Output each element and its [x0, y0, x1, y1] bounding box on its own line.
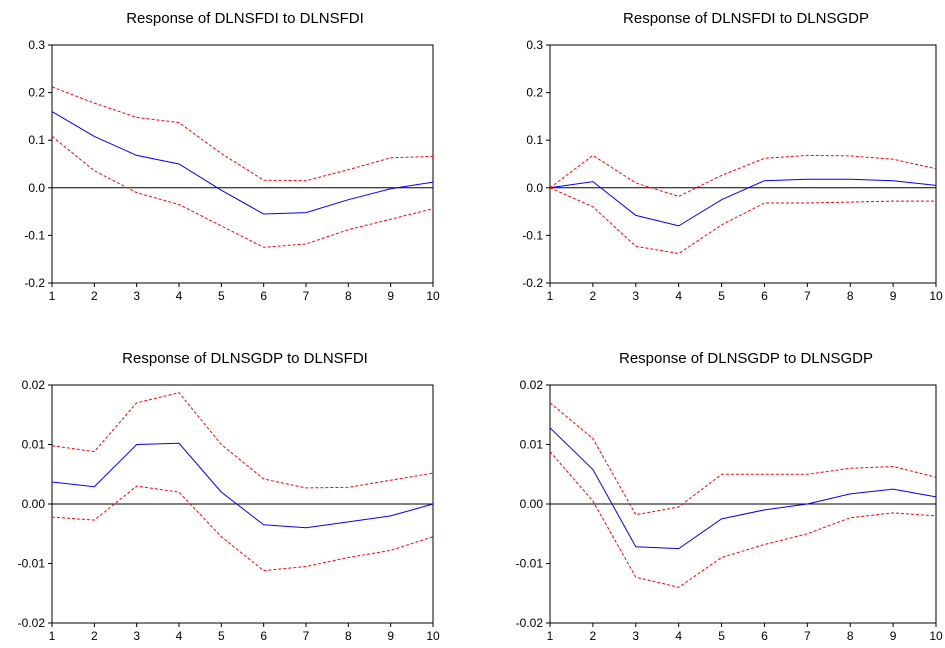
chart-1: Response of DLNSFDI to DLNSGDP 0.3 0.2 0.1 0… [522, 10, 943, 303]
chart-1-xtick-label: 10 [929, 289, 943, 303]
chart-3-series-response [549, 427, 937, 550]
chart-0-xtick-label: 5 [218, 289, 225, 303]
chart-3-ytick-label: 0.00 [520, 497, 544, 511]
chart-1-ytick-label: 0.2 [526, 86, 543, 100]
chart-0-series-response [51, 111, 434, 215]
chart-1-title: Response of DLNSFDI to DLNSGDP [623, 10, 869, 27]
chart-3-xtick-label: 10 [929, 629, 943, 643]
chart-1-series-upper [549, 154, 937, 197]
chart-0-ytick-label: 0.1 [28, 133, 45, 147]
chart-0-xtick-label: 7 [303, 289, 310, 303]
chart-0-series-upper [51, 86, 434, 182]
chart-2-xtick-label: 8 [345, 629, 352, 643]
chart-1-ytick-label: 0.3 [526, 38, 543, 52]
chart-2-title: Response of DLNSGDP to DLNSFDI [122, 350, 368, 367]
chart-0-series-lower [51, 136, 434, 248]
chart-1-xtick-label: 9 [890, 289, 897, 303]
chart-2-xtick-label: 10 [426, 629, 440, 643]
chart-1-xtick-label: 7 [804, 289, 811, 303]
chart-3: Response of DLNSGDP to DLNSGDP 0.02 0.01 0.… [516, 350, 943, 643]
chart-1-xtick-label: 8 [847, 289, 854, 303]
chart-3-xtick-label: 7 [804, 629, 811, 643]
chart-2-xtick-label: 1 [49, 629, 56, 643]
chart-0-xtick-label: 1 [49, 289, 56, 303]
chart-3-series-lower [549, 451, 937, 588]
chart-3-xtick-label: 8 [847, 629, 854, 643]
chart-1-xtick-label: 3 [632, 289, 639, 303]
chart-2-ytick-label: -0.02 [18, 616, 46, 630]
chart-3-xtick-label: 1 [547, 629, 554, 643]
chart-0-title: Response of DLNSFDI to DLNSFDI [126, 10, 364, 27]
chart-1-ytick-label: 0.1 [526, 133, 543, 147]
chart-1-ytick-label: 0.0 [526, 181, 543, 195]
chart-1-xtick-label: 6 [761, 289, 768, 303]
chart-0: Response of DLNSFDI to DLNSFDI 0.3 0.2 0.1 0… [24, 10, 440, 303]
chart-2-xtick-label: 9 [387, 629, 394, 643]
chart-0-plot-frame [51, 44, 434, 284]
chart-3-xtick-label: 5 [718, 629, 725, 643]
chart-0-xtick-label: 10 [426, 289, 440, 303]
chart-2-xtick-label: 6 [260, 629, 267, 643]
chart-2-ytick-label: -0.01 [18, 557, 46, 571]
chart-1-ytick-label: -0.2 [522, 276, 543, 290]
chart-2-series-upper [51, 392, 434, 489]
chart-1-ytick-label: -0.1 [522, 228, 543, 242]
chart-3-xtick-label: 9 [890, 629, 897, 643]
chart-3-ytick-label: -0.01 [516, 557, 544, 571]
chart-3-ytick-label: 0.02 [520, 378, 544, 392]
chart-0-xtick-label: 8 [345, 289, 352, 303]
chart-2-ytick-label: 0.02 [22, 378, 46, 392]
chart-2: Response of DLNSGDP to DLNSFDI 0.02 0.01 0.… [18, 350, 440, 643]
chart-2-series-lower [51, 485, 434, 572]
chart-0-ytick-label: -0.2 [24, 276, 45, 290]
chart-2-series-response [51, 442, 434, 529]
chart-3-xtick-label: 2 [590, 629, 597, 643]
chart-0-ytick-label: 0.2 [28, 86, 45, 100]
chart-0-ytick-label: 0.3 [28, 38, 45, 52]
chart-1-xtick-label: 2 [590, 289, 597, 303]
chart-3-xtick-label: 6 [761, 629, 768, 643]
chart-2-ytick-label: 0.01 [22, 438, 46, 452]
chart-2-xtick-label: 4 [176, 629, 183, 643]
chart-0-xtick-label: 4 [176, 289, 183, 303]
chart-0-xtick-label: 9 [387, 289, 394, 303]
chart-1-series-lower [549, 187, 936, 255]
chart-3-ytick-label: -0.02 [516, 616, 544, 630]
chart-1-xtick-label: 5 [718, 289, 725, 303]
chart-0-ytick-label: -0.1 [24, 228, 45, 242]
chart-0-xtick-label: 6 [260, 289, 267, 303]
chart-1-xtick-label: 1 [547, 289, 554, 303]
chart-0-ytick-label: 0.0 [28, 181, 45, 195]
chart-1-plot-frame [549, 44, 937, 284]
chart-3-ytick-label: 0.01 [520, 438, 544, 452]
chart-0-xtick-label: 3 [133, 289, 140, 303]
chart-1-xtick-label: 4 [675, 289, 682, 303]
chart-3-xtick-label: 4 [675, 629, 682, 643]
chart-3-title: Response of DLNSGDP to DLNSGDP [619, 350, 873, 367]
chart-3-series-upper [549, 402, 937, 516]
chart-2-ytick-label: 0.00 [22, 497, 46, 511]
chart-3-xtick-label: 3 [632, 629, 639, 643]
chart-2-xtick-label: 7 [303, 629, 310, 643]
chart-1-series-response [549, 178, 937, 227]
chart-2-xtick-label: 2 [91, 629, 98, 643]
chart-2-xtick-label: 3 [133, 629, 140, 643]
chart-0-xtick-label: 2 [91, 289, 98, 303]
chart-2-xtick-label: 5 [218, 629, 225, 643]
